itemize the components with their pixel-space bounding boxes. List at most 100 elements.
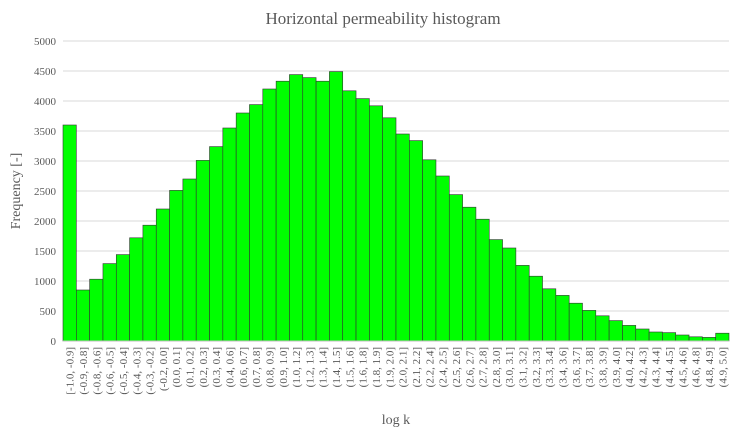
x-tick-label: (4.4, 4.5]	[664, 347, 676, 387]
x-tick-label: (-0.5, -0.4]	[118, 347, 130, 395]
x-tick-label: (0.8, 0.9]	[264, 347, 276, 387]
x-tick-label: (0.2, 0.3]	[198, 347, 210, 387]
x-tick-label: (2.5, 2.6]	[451, 347, 463, 387]
x-tick-label: (4.6, 4.8]	[691, 347, 703, 387]
histogram-bar	[169, 190, 184, 342]
x-tick-label: (4.3, 4.4]	[651, 347, 663, 387]
histogram-bar	[62, 124, 77, 342]
x-tick-label: (0.7, 0.8]	[251, 347, 263, 387]
histogram-bar	[315, 80, 330, 342]
histogram-bar	[275, 80, 290, 342]
x-tick-label: (1.8, 1.9]	[371, 347, 383, 387]
histogram-bar	[635, 328, 650, 342]
histogram-bar	[648, 331, 663, 342]
x-tick-label: (3.6, 3.7]	[571, 347, 583, 387]
histogram-bar	[289, 74, 304, 342]
x-tick-label: (4.9, 5.0]	[717, 347, 729, 387]
histogram-bar	[688, 336, 703, 342]
histogram-bar	[542, 288, 557, 342]
x-axis-ticks: [-1.0, -0.9] (-0.9, -0.8] (-0.8, -0.6] (-0.…	[65, 347, 730, 395]
x-tick-label: (2.4, 2.5]	[438, 347, 450, 387]
x-tick-label: (-0.8, -0.6]	[91, 347, 103, 395]
x-tick-label: (0.9, 1.0]	[278, 347, 290, 387]
x-axis-label: log k	[382, 413, 410, 428]
histogram-bar	[555, 295, 570, 342]
histogram-bar	[382, 117, 397, 342]
histogram-bar	[302, 77, 317, 342]
y-tick-label: 2500	[34, 186, 57, 198]
histogram-bar	[395, 133, 410, 342]
histogram-bar	[448, 194, 463, 342]
x-tick-label: (4.5, 4.6]	[677, 347, 689, 387]
histogram-bar	[262, 88, 277, 342]
x-tick-label: [-1.0, -0.9]	[65, 347, 77, 395]
x-tick-label: (3.4, 3.6]	[558, 347, 570, 387]
x-tick-label: (2.2, 2.4]	[424, 347, 436, 387]
histogram-bar	[475, 218, 490, 342]
x-tick-label: (3.1, 3.2]	[518, 347, 530, 387]
x-tick-label: (1.0, 1.2]	[291, 347, 303, 387]
histogram-bar	[129, 237, 144, 342]
x-tick-label: (-0.2, 0.0]	[158, 347, 170, 391]
y-tick-label: 3000	[34, 156, 57, 168]
x-tick-label: (0.3, 0.4]	[211, 347, 223, 387]
histogram-bar	[515, 265, 530, 342]
histogram-bar	[249, 104, 264, 342]
x-tick-label: (3.2, 3.3]	[531, 347, 543, 387]
histogram-bar	[595, 315, 610, 342]
histogram-bar	[568, 302, 583, 342]
histogram-bar	[409, 140, 423, 342]
y-tick-label: 500	[40, 306, 57, 318]
y-tick-label: 3500	[34, 126, 57, 138]
histogram-bar	[342, 90, 357, 342]
x-tick-label: (4.2, 4.3]	[637, 347, 649, 387]
histogram-bar	[235, 112, 250, 342]
histogram-bar	[195, 160, 210, 342]
histogram-bar	[369, 105, 383, 342]
y-tick-label: 0	[51, 336, 57, 348]
histogram-bar	[608, 320, 623, 342]
histogram-bar	[702, 337, 716, 342]
histogram-bar	[155, 208, 170, 342]
histogram-bar	[115, 254, 130, 342]
histogram-bar	[209, 146, 224, 342]
y-tick-label: 1500	[34, 246, 57, 258]
x-tick-label: (0.4, 0.6]	[225, 347, 237, 387]
y-axis-label: Frequency [-]	[9, 153, 24, 230]
x-tick-label: (1.4, 1.5]	[331, 347, 343, 387]
histogram-bar	[222, 127, 237, 342]
x-tick-label: (1.9, 2.0]	[384, 347, 396, 387]
chart-title: Horizontal permeability histogram	[265, 9, 500, 28]
y-tick-label: 5000	[34, 36, 57, 48]
histogram-bar	[582, 310, 597, 342]
x-tick-label: (2.8, 3.0]	[491, 347, 503, 387]
x-tick-label: (0.0, 0.1]	[171, 347, 183, 387]
x-tick-label: (0.6, 0.7]	[238, 347, 250, 387]
x-tick-label: (2.6, 2.7]	[464, 347, 476, 387]
x-tick-label: (-0.6, -0.5]	[105, 347, 117, 395]
x-tick-label: (3.0, 3.1]	[504, 347, 516, 387]
x-tick-label: (1.3, 1.4]	[318, 347, 330, 387]
y-tick-label: 2000	[34, 216, 57, 228]
histogram-bar	[662, 332, 677, 342]
histogram-bar	[488, 239, 503, 342]
x-tick-label: (3.8, 3.9]	[597, 347, 609, 387]
x-tick-label: (-0.3, -0.2]	[145, 347, 157, 395]
histogram-bar	[462, 206, 477, 342]
histogram-bar	[142, 224, 157, 342]
x-tick-label: (4.0, 4.2]	[624, 347, 636, 387]
x-tick-label: (1.2, 1.3]	[304, 347, 316, 387]
bars	[62, 71, 730, 342]
x-tick-label: (-0.9, -0.8]	[78, 347, 90, 395]
histogram-bar	[329, 71, 344, 342]
y-tick-label: 1000	[34, 276, 57, 288]
x-tick-label: (1.6, 1.8]	[358, 347, 370, 387]
x-tick-label: (2.1, 2.2]	[411, 347, 423, 387]
x-tick-label: (2.0, 2.1]	[398, 347, 410, 387]
histogram-bar	[89, 278, 104, 342]
x-tick-label: (1.5, 1.6]	[344, 347, 356, 387]
histogram-bar	[76, 289, 90, 342]
histogram-bar	[675, 334, 690, 342]
histogram-bar	[715, 332, 730, 342]
